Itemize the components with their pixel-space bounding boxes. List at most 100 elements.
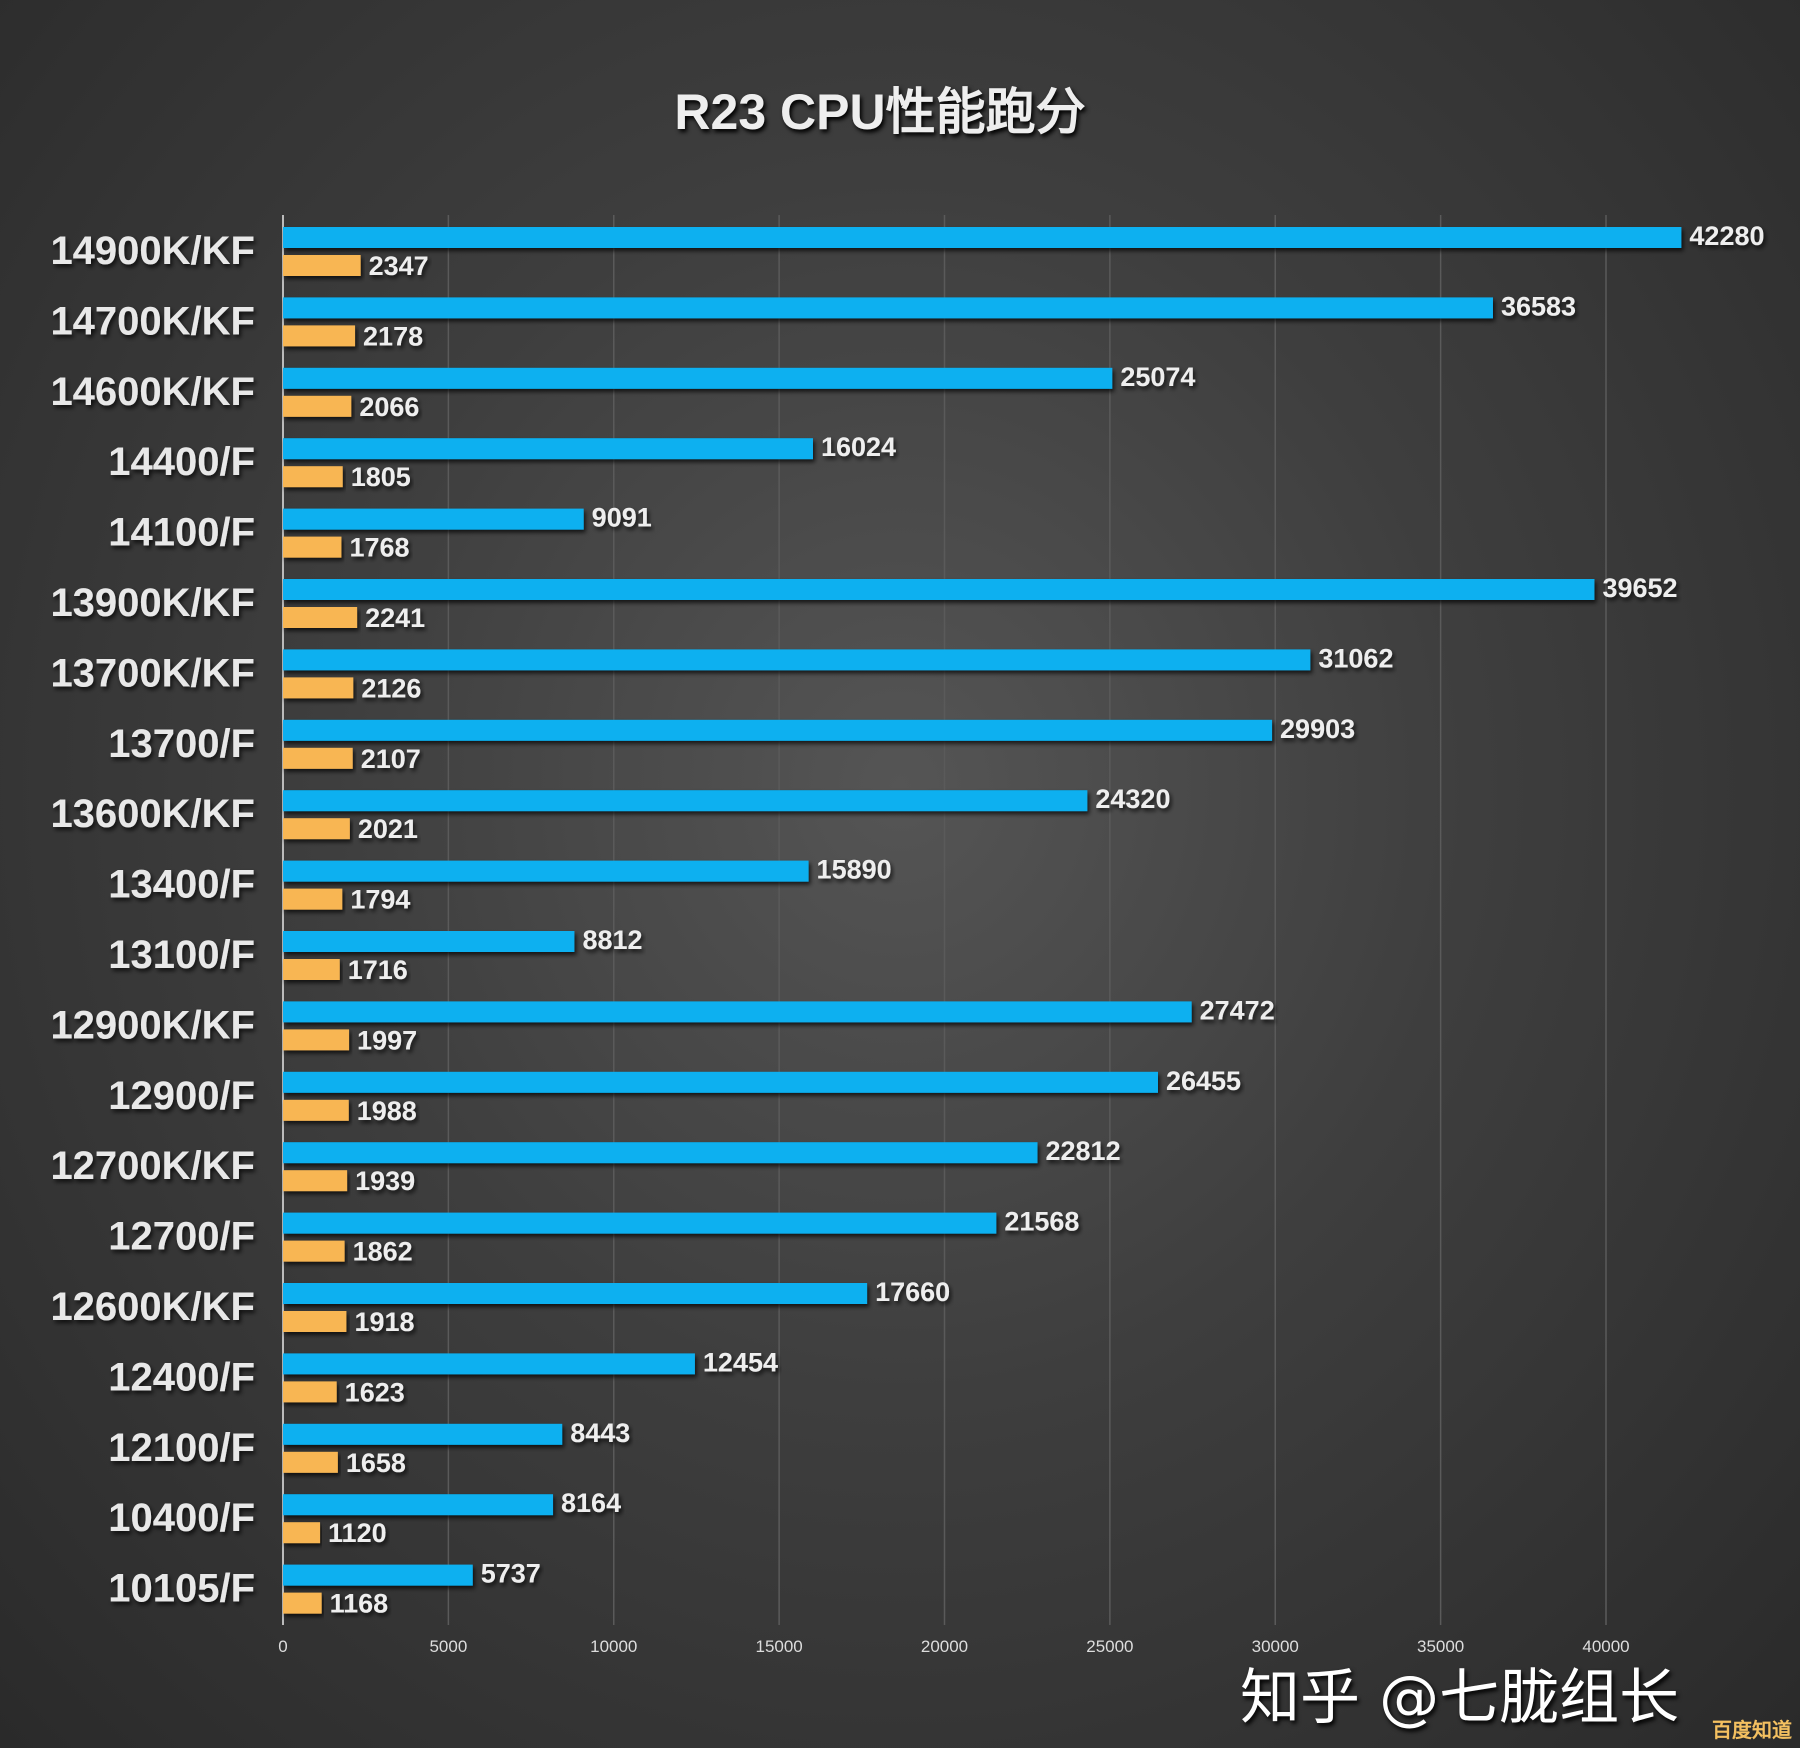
value-label-single-core: 2021 — [358, 814, 418, 844]
x-tick-label: 0 — [278, 1637, 287, 1656]
bar-single-core — [283, 747, 353, 769]
bar-multi-core — [283, 367, 1113, 389]
x-tick-label: 20000 — [921, 1637, 968, 1656]
value-label-single-core: 1168 — [330, 1589, 389, 1619]
x-tick-label: 35000 — [1417, 1637, 1464, 1656]
value-label-single-core: 1623 — [345, 1377, 405, 1407]
value-label-single-core: 1805 — [351, 462, 411, 492]
bar-single-core — [283, 818, 350, 840]
bar-single-core — [283, 395, 352, 417]
value-label-multi-core: 29903 — [1280, 714, 1355, 744]
value-label-single-core: 1768 — [349, 533, 409, 563]
category-label: 10400/F — [108, 1496, 255, 1540]
value-label-single-core: 2178 — [363, 321, 423, 351]
bar-multi-core — [283, 860, 809, 882]
category-label: 13700K/KF — [50, 651, 255, 695]
category-label: 13400/F — [108, 863, 255, 907]
bar-multi-core — [283, 579, 1595, 600]
category-label: 10105/F — [108, 1567, 255, 1611]
bar-single-core — [283, 1029, 350, 1051]
bar-multi-core — [283, 297, 1493, 319]
value-label-single-core: 1794 — [350, 885, 410, 915]
x-tick-label: 25000 — [1086, 1637, 1133, 1656]
value-label-multi-core: 36583 — [1501, 291, 1576, 321]
watermark: 知乎 @七胧组长 — [1240, 1663, 1680, 1733]
bar-single-core — [283, 1170, 348, 1192]
bar-multi-core — [283, 1071, 1158, 1093]
value-label-single-core: 1120 — [328, 1518, 387, 1548]
bar-multi-core — [283, 1423, 563, 1445]
bar-single-core — [283, 1311, 347, 1332]
value-label-single-core: 1997 — [357, 1025, 417, 1055]
category-label: 14100/F — [108, 511, 255, 555]
bar-single-core — [283, 959, 340, 980]
value-label-multi-core: 17660 — [875, 1277, 950, 1307]
bar-multi-core — [283, 1564, 473, 1586]
category-label: 14600K/KF — [50, 370, 255, 414]
value-label-multi-core: 15890 — [817, 855, 892, 885]
x-tick-label: 10000 — [590, 1637, 637, 1656]
value-label-single-core: 1918 — [354, 1307, 414, 1337]
category-label: 13100/F — [108, 933, 255, 977]
value-label-multi-core: 21568 — [1004, 1207, 1079, 1237]
value-label-single-core: 1658 — [346, 1448, 406, 1478]
bar-multi-core — [283, 1142, 1038, 1164]
value-label-single-core: 2107 — [361, 744, 421, 774]
category-label: 12700K/KF — [50, 1144, 255, 1188]
bar-single-core — [283, 1381, 337, 1403]
bar-single-core — [283, 1451, 338, 1473]
value-label-multi-core: 8164 — [561, 1488, 621, 1518]
value-label-multi-core: 42280 — [1689, 221, 1764, 251]
category-label: 13700/F — [108, 722, 255, 766]
value-label-multi-core: 26455 — [1166, 1066, 1241, 1096]
x-tick-label: 30000 — [1252, 1637, 1299, 1656]
bar-single-core — [283, 607, 358, 628]
category-label: 14700K/KF — [50, 299, 255, 343]
bar-single-core — [283, 466, 343, 488]
value-label-single-core: 2241 — [365, 603, 425, 633]
category-label: 12600K/KF — [50, 1285, 255, 1329]
value-label-single-core: 2347 — [369, 251, 429, 281]
bar-single-core — [283, 536, 342, 558]
bar-single-core — [283, 1099, 349, 1121]
chart-title: R23 CPU性能跑分 — [674, 84, 1086, 140]
bar-multi-core — [283, 227, 1682, 248]
category-label: 12900K/KF — [50, 1003, 255, 1047]
value-label-multi-core: 5737 — [481, 1559, 541, 1589]
value-label-multi-core: 31062 — [1318, 643, 1393, 673]
value-label-single-core: 2126 — [361, 673, 421, 703]
x-tick-label: 15000 — [755, 1637, 802, 1656]
bar-single-core — [283, 325, 356, 347]
category-label: 12900/F — [108, 1074, 255, 1118]
bar-multi-core — [283, 931, 575, 952]
value-label-single-core: 1988 — [357, 1096, 417, 1126]
bar-multi-core — [283, 1283, 868, 1304]
value-label-multi-core: 12454 — [703, 1347, 778, 1377]
value-label-multi-core: 39652 — [1602, 573, 1677, 603]
bar-single-core — [283, 1240, 345, 1262]
value-label-single-core: 1939 — [355, 1166, 415, 1196]
bar-multi-core — [283, 1494, 554, 1516]
category-label: 14900K/KF — [50, 229, 255, 273]
x-tick-label: 5000 — [429, 1637, 467, 1656]
x-tick-label: 40000 — [1582, 1637, 1629, 1656]
corner-watermark: 百度知道 — [1712, 1718, 1792, 1742]
value-label-single-core: 1716 — [348, 955, 408, 985]
bar-single-core — [283, 1592, 322, 1614]
bar-single-core — [283, 677, 354, 699]
bar-single-core — [283, 255, 361, 276]
value-label-multi-core: 27472 — [1200, 995, 1275, 1025]
value-label-multi-core: 8812 — [582, 925, 642, 955]
category-label: 13600K/KF — [50, 792, 255, 836]
bar-multi-core — [283, 508, 584, 530]
value-label-multi-core: 24320 — [1095, 784, 1170, 814]
bar-single-core — [283, 888, 343, 910]
value-label-multi-core: 9091 — [592, 503, 652, 533]
category-label: 12100/F — [108, 1426, 255, 1470]
category-label: 13900K/KF — [50, 581, 255, 625]
value-label-multi-core: 25074 — [1120, 362, 1195, 392]
bar-multi-core — [283, 790, 1088, 812]
bar-multi-core — [283, 719, 1273, 741]
category-label: 14400/F — [108, 440, 255, 484]
category-label: 12700/F — [108, 1215, 255, 1259]
